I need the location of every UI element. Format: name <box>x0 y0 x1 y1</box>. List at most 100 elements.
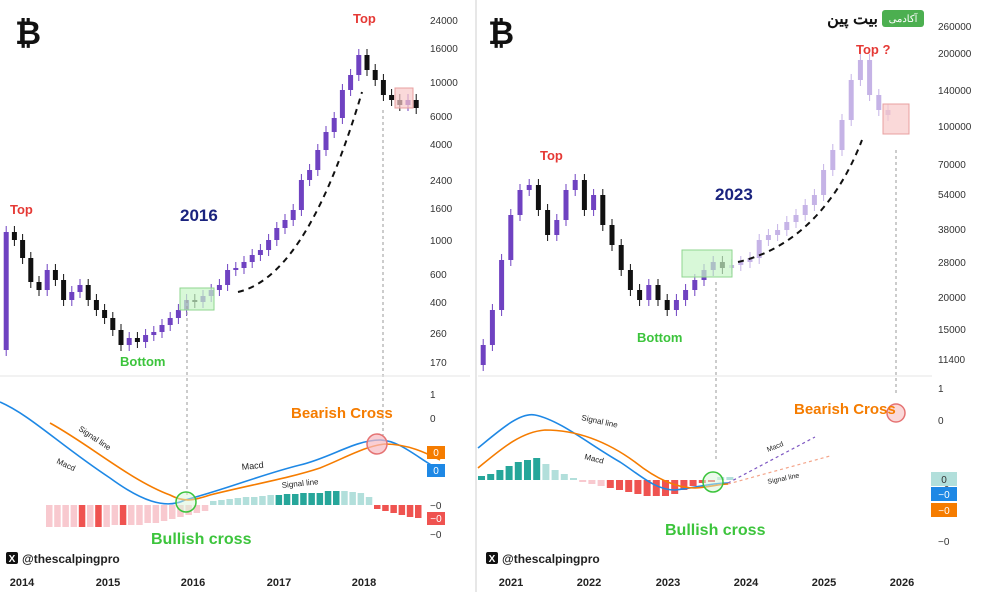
left-year-label: 2016 <box>180 206 218 225</box>
candle <box>36 282 42 290</box>
time-tick-label: 2021 <box>499 577 523 589</box>
histogram-bar <box>103 505 110 527</box>
left-top-label: Top <box>353 11 376 26</box>
histogram-bar <box>160 505 168 521</box>
histogram-bar <box>300 493 307 505</box>
candle <box>489 310 495 345</box>
time-tick-label: 2014 <box>10 577 35 589</box>
candle <box>143 335 149 342</box>
price-tick-label: 20000 <box>938 293 966 304</box>
histogram-bar <box>78 505 86 527</box>
histogram-bar <box>201 505 209 511</box>
histogram-bar <box>54 505 61 527</box>
candle <box>110 318 116 330</box>
histogram-bar <box>226 499 233 505</box>
bitcoin-icon: ₿ <box>488 15 514 51</box>
brand-name: بیت پین <box>827 11 878 29</box>
price-tick-label: 260 <box>430 329 447 340</box>
right-bearish-cross-label: Bearish Cross <box>794 401 896 418</box>
candle <box>52 270 58 280</box>
right-handle: @thescalpingpro <box>502 552 600 566</box>
macd-tick-label: −0 <box>430 501 442 512</box>
candle <box>307 170 313 180</box>
histogram-bar <box>579 480 587 482</box>
histogram-bar <box>588 480 596 484</box>
candle <box>389 95 395 100</box>
right-support-curve <box>737 139 863 263</box>
candle <box>857 60 863 80</box>
histogram-bar <box>643 480 651 496</box>
time-tick-label: 2015 <box>96 577 120 589</box>
left-macd-axis: 1 0 −0 −0 <box>430 390 442 541</box>
price-tick-label: 400 <box>430 298 447 309</box>
macd-value-badge-text: 0 <box>941 475 947 486</box>
left-bullish-cross-label: Bullish cross <box>151 531 252 548</box>
histogram-bar <box>152 505 160 523</box>
histogram-bar <box>218 500 225 505</box>
brand-badge <box>882 10 924 27</box>
macd-value-badge <box>931 487 957 501</box>
candle <box>627 270 633 290</box>
candle <box>563 190 569 220</box>
candle <box>683 290 689 300</box>
price-tick-label: 16000 <box>430 44 458 55</box>
histogram-bar <box>542 464 550 480</box>
candle <box>274 228 280 240</box>
right-macd-line <box>477 413 729 491</box>
candle <box>159 325 165 332</box>
candle <box>323 132 329 150</box>
candle <box>77 285 83 292</box>
price-tick-label: 600 <box>430 270 447 281</box>
macd-tick-label: 0 <box>938 416 944 427</box>
histogram-bar <box>671 480 679 494</box>
candle <box>413 100 419 108</box>
candle <box>225 270 231 285</box>
candle <box>572 180 578 190</box>
histogram-bar <box>275 495 283 505</box>
histogram-bar <box>308 493 315 505</box>
candle <box>175 310 181 318</box>
candle <box>848 80 854 120</box>
histogram-bar <box>496 470 504 480</box>
right-accumulation-box <box>681 249 733 278</box>
candle <box>298 180 304 210</box>
candle <box>821 170 827 195</box>
candle <box>765 235 771 240</box>
macd-value-badge <box>427 512 445 525</box>
candle <box>85 285 91 300</box>
price-tick-label: 260000 <box>938 22 972 33</box>
candle <box>93 300 99 310</box>
right-top-box <box>882 103 910 135</box>
time-tick-label: 2025 <box>812 577 836 589</box>
left-time-axis: 2014 2015 2016 2017 2018 <box>10 577 376 589</box>
right-bullish-cross-marker <box>702 471 724 493</box>
macd-tick-label: 0 <box>430 414 436 425</box>
right-bullish-cross-label: Bullish cross <box>665 522 766 539</box>
time-tick-label: 2024 <box>734 577 759 589</box>
histogram-bar <box>169 505 176 519</box>
histogram-bar <box>514 462 522 480</box>
candle <box>646 285 652 300</box>
candle <box>775 230 781 235</box>
right-chart-panel: ₿ آکادمی بیت پین Top Top ? Bottom 2023 B… <box>477 10 972 589</box>
candle <box>28 258 34 282</box>
right-macd-badges: 0 −0 −0 <box>931 472 957 517</box>
histogram-bar <box>144 505 151 523</box>
right-time-axis: 2021 2022 2023 2024 2025 2026 <box>499 577 914 589</box>
histogram-bar <box>616 480 623 490</box>
svg-text:X: X <box>9 554 16 565</box>
histogram-bar <box>570 478 577 480</box>
macd-value-badge-text: −0 <box>938 490 950 501</box>
candle <box>499 260 505 310</box>
histogram-bar <box>478 476 485 480</box>
candle <box>747 258 753 262</box>
histogram-bar <box>62 505 69 527</box>
price-tick-label: 170 <box>430 358 447 369</box>
candle <box>802 205 808 215</box>
candle <box>102 310 108 318</box>
histogram-bar <box>251 497 258 505</box>
histogram-bar <box>597 480 605 486</box>
histogram-bar <box>625 480 633 492</box>
macd-value-badge-text: −0 <box>430 514 442 525</box>
price-tick-label: 15000 <box>938 325 966 336</box>
